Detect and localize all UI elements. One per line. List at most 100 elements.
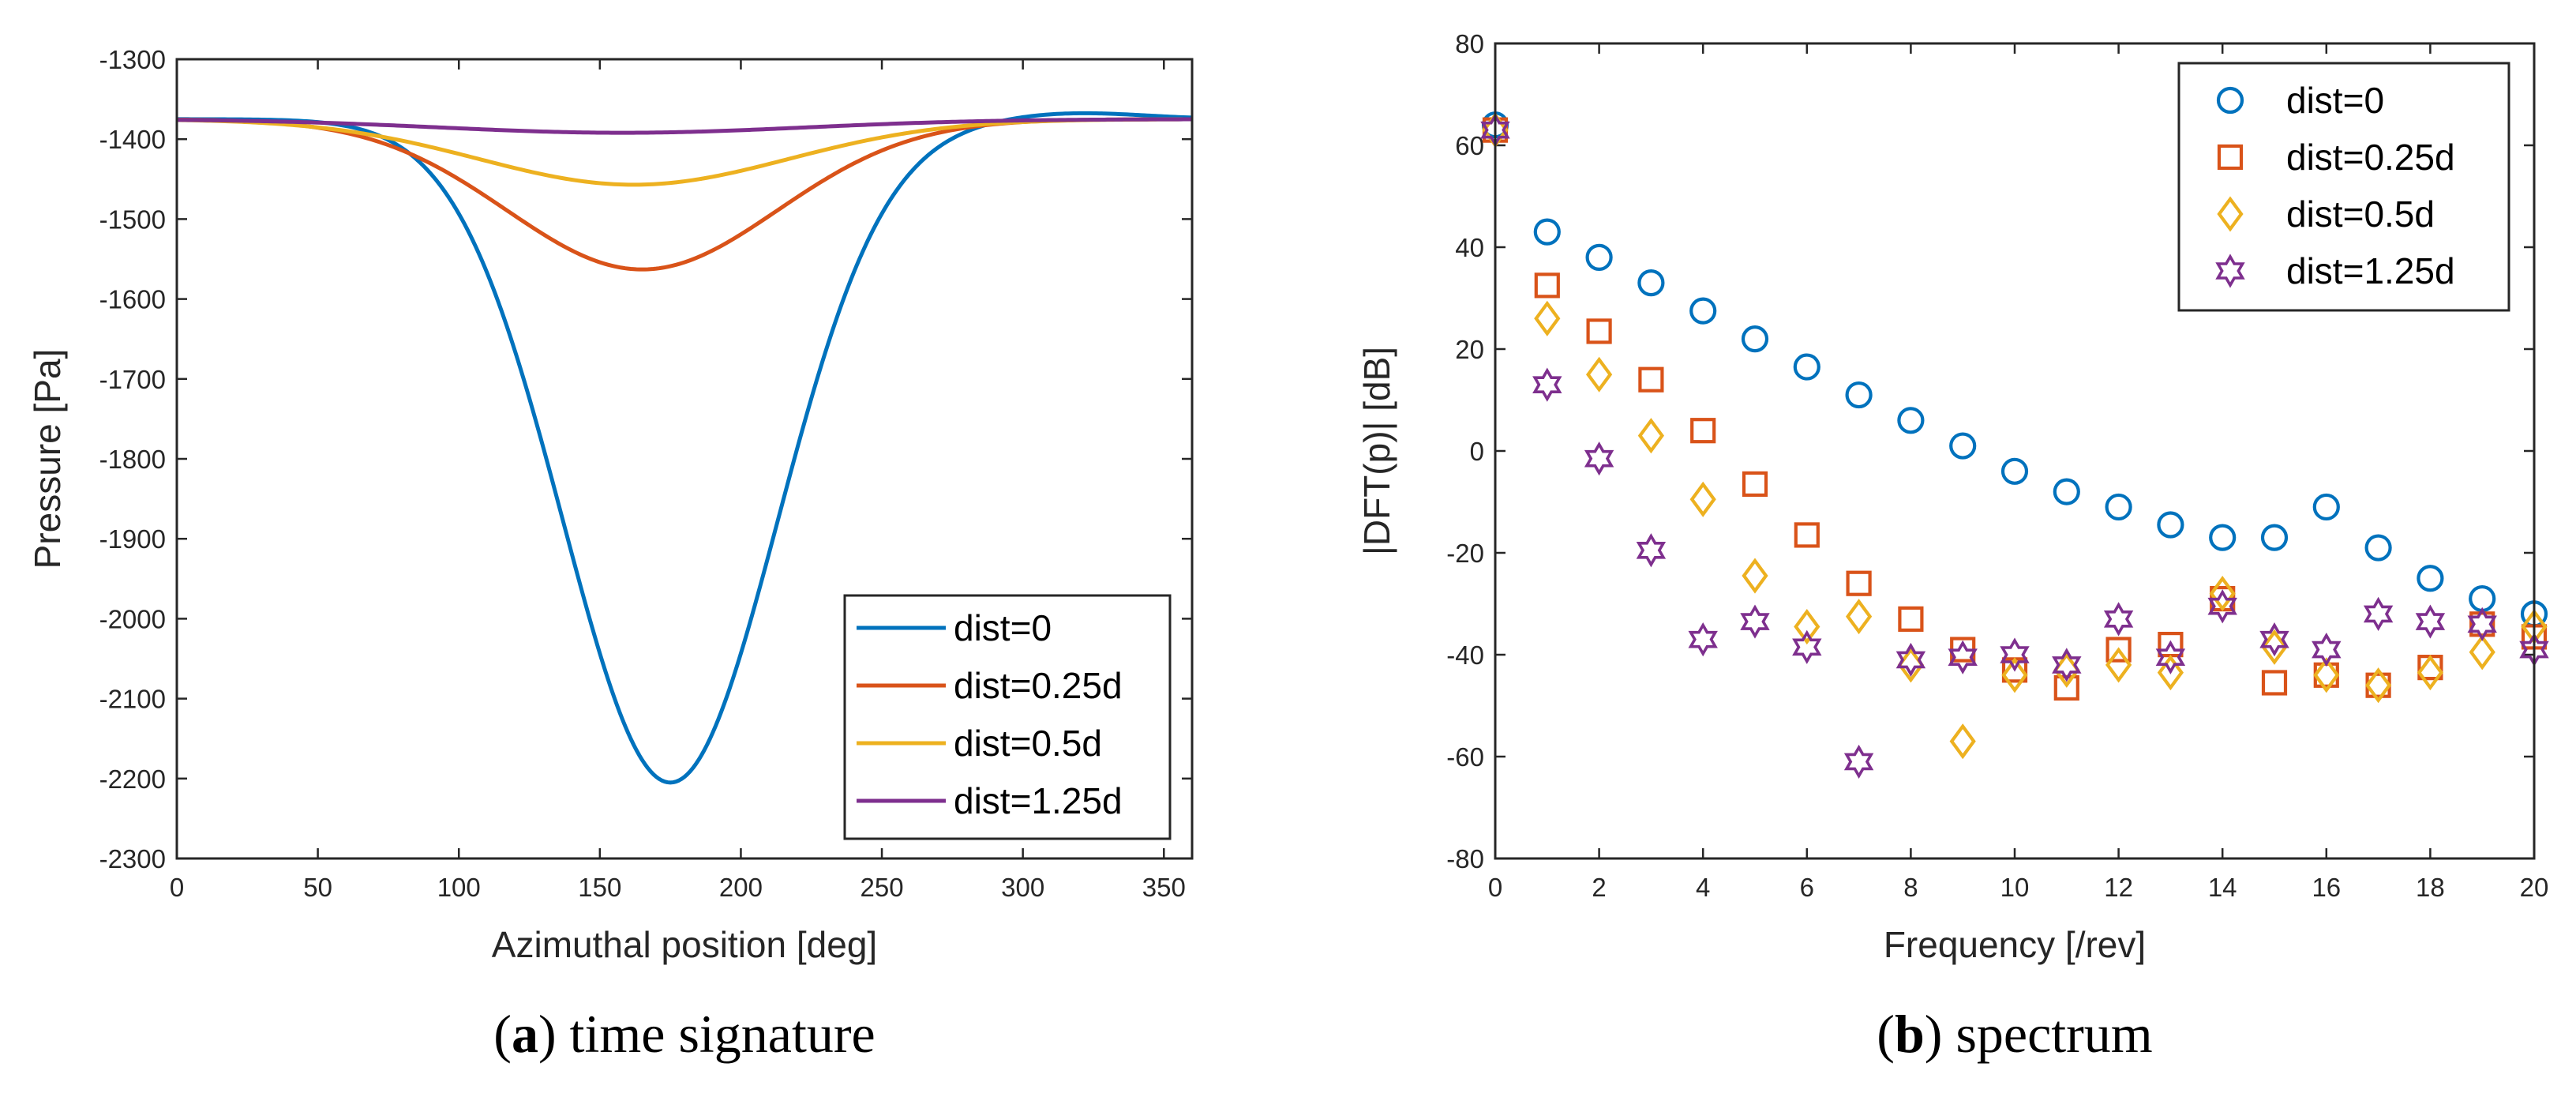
- plot-b-point-0-9: [1949, 432, 1977, 460]
- plot-b-point-2-16: [2313, 657, 2340, 693]
- plot-b-point-0-14: [2209, 524, 2237, 551]
- plot-b-point-2-7: [1845, 599, 1873, 635]
- plot-a-xtick-label: 0: [170, 873, 184, 902]
- plot-b-point-1-1: [1534, 272, 1560, 299]
- plot-a-ytick-label: -2100: [99, 685, 166, 714]
- plot-b-markers: [1480, 111, 2549, 780]
- plot-a-xtick-label: 50: [303, 873, 332, 902]
- plot-a-ytick-label: -2200: [99, 764, 166, 794]
- plot-b-point-3-14: [2207, 589, 2237, 624]
- plot-b-point-2-4: [1689, 481, 1716, 517]
- plot-b-point-1-8: [1898, 606, 1924, 632]
- plot-a-legend: dist=0 dist=0.25d dist=0.5d dist=1.25d: [843, 594, 1172, 840]
- plot-a-series-line-3: [176, 117, 1192, 135]
- plot-b-point-3-5: [1740, 604, 1770, 639]
- plot-b-point-2-19: [2469, 634, 2495, 671]
- plot-b-legend-marker-3: [2215, 254, 2245, 288]
- plot-a-frame: [175, 58, 1194, 860]
- caption-b: (b) spectrum: [1877, 1004, 2152, 1064]
- plot-a-ytick-label: -1500: [99, 205, 166, 234]
- plot-a-ytick-label: -1900: [99, 524, 166, 554]
- plot-b-legend-marker-2: [2217, 196, 2244, 232]
- plot-b-point-0-16: [2312, 493, 2340, 521]
- plot-b-ytick-label: 60: [1455, 131, 1484, 160]
- plot-a-legend-label-0: dist=0: [954, 607, 1052, 648]
- plot-b-point-3-12: [2103, 602, 2134, 637]
- plot-b-legend-box: [2177, 62, 2510, 312]
- plot-b-point-3-6: [1792, 629, 1822, 664]
- caption-a-letter: a: [512, 1004, 538, 1064]
- plot-b-point-1-7: [1846, 570, 1872, 596]
- plot-a-xtick-label: 100: [437, 873, 481, 902]
- plot-b-point-0-6: [1793, 353, 1820, 381]
- plot-a-xtick-label: 250: [861, 873, 904, 902]
- plot-a-xtick-label: 300: [1001, 873, 1044, 902]
- plot-b-legend: dist=0 dist=0.25d dist=0.5d dist=1.25d: [2177, 62, 2510, 312]
- plot-a-ylabel: Pressure [Pa]: [27, 349, 68, 569]
- plot-b-point-0-11: [2053, 478, 2080, 505]
- plot-b-point-1-3: [1638, 366, 1664, 393]
- plot-b-point-2-2: [1585, 356, 1613, 393]
- plot-a-xtick-label: 350: [1142, 873, 1186, 902]
- plot-b-point-2-1: [1534, 300, 1561, 336]
- plot-a-ytick-label: -1800: [99, 445, 166, 474]
- plot-b-xtick-label: 2: [1592, 873, 1606, 902]
- plot-b-xlabel: Frequency [/rev]: [1884, 924, 2146, 965]
- plot-b-xtick-label: 4: [1696, 873, 1710, 902]
- caption-a-text: time signature: [570, 1004, 876, 1064]
- plot-b-xtick-label: 14: [2208, 873, 2237, 902]
- plot-b-point-3-3: [1636, 533, 1667, 568]
- plot-b-point-3-10: [2000, 637, 2030, 672]
- plot-a-ytick-label: -2300: [99, 844, 166, 873]
- plot-b-point-0-15: [2260, 524, 2289, 551]
- plot-b-point-0-5: [1741, 325, 1769, 353]
- plot-b-legend-label-0: dist=0: [2286, 80, 2384, 121]
- plot-b-point-3-2: [1584, 441, 1614, 476]
- plot-b-point-1-2: [1586, 318, 1612, 344]
- plot-b-point-1-15: [2261, 670, 2288, 696]
- plot-a-legend-label-3: dist=1.25d: [954, 780, 1123, 821]
- plot-a-ytick-label: -1700: [99, 365, 166, 394]
- plot-b-legend-label-2: dist=0.5d: [2286, 193, 2435, 235]
- plot-b-ylabel: |DFT(p)| [dB]: [1356, 347, 1397, 555]
- plot-b-point-3-19: [2467, 607, 2497, 641]
- plot-b-point-3-16: [2312, 632, 2342, 667]
- plot-b-point-2-15: [2261, 629, 2288, 665]
- plot-b-ytick-label: -60: [1446, 742, 1484, 772]
- plot-b-point-0-13: [2157, 511, 2184, 539]
- plot-b-point-0-17: [2364, 534, 2392, 562]
- plot-b-ytick-label: 0: [1470, 437, 1484, 466]
- plot-b-point-1-12: [2105, 637, 2132, 663]
- plot-b-legend-label-1: dist=0.25d: [2286, 137, 2455, 178]
- plot-a-legend-box: [843, 594, 1172, 840]
- plot-b-point-0-12: [2105, 493, 2132, 521]
- plot-b-ticks: 0 2 4 6 8 10 12 14 16 18 20 80 60 40 20 0 -20 -40 -60 -80: [1446, 29, 2548, 902]
- plot-b-point-2-10: [2001, 657, 2028, 693]
- plot-b-legend-marker-0: [2216, 86, 2244, 115]
- plot-b-point-0-2: [1585, 243, 1613, 271]
- plot-a-xlabel: Azimuthal position [deg]: [492, 924, 877, 965]
- plot-a-ytick-label: -1400: [99, 125, 166, 154]
- plot-b-point-3-7: [1843, 744, 1874, 780]
- panel-a-time-signature: 0 50 100 150 200 250 300 350 -1300 -1400 -1500 -160…: [27, 45, 1194, 965]
- plot-a-series-line-0: [177, 111, 1193, 785]
- plot-b-point-1-6: [1794, 522, 1820, 548]
- plot-b-xtick-label: 8: [1903, 873, 1918, 902]
- caption-b-text: spectrum: [1955, 1004, 2152, 1064]
- plot-a-ytick-label: -2000: [99, 604, 166, 633]
- plot-b-xtick-label: 20: [2520, 873, 2549, 902]
- plot-b-point-0-4: [1689, 297, 1717, 325]
- plot-b-point-1-5: [1742, 471, 1768, 498]
- plot-b-point-0-1: [1533, 218, 1561, 246]
- plot-b-ytick-label: 80: [1455, 29, 1484, 58]
- plot-b-point-3-1: [1532, 367, 1562, 402]
- plot-b-ytick-label: -20: [1446, 539, 1484, 568]
- plot-b-point-3-4: [1688, 622, 1718, 657]
- plot-b-legend-marker-1: [2217, 144, 2244, 171]
- plot-b-ytick-label: 40: [1455, 233, 1484, 262]
- plot-b-point-2-9: [1949, 723, 1976, 760]
- plot-a-ytick-label: -1600: [99, 285, 166, 314]
- plot-b-point-2-12: [2105, 647, 2132, 683]
- plot-b-point-2-5: [1742, 558, 1768, 594]
- plot-b-point-2-14: [2209, 576, 2236, 612]
